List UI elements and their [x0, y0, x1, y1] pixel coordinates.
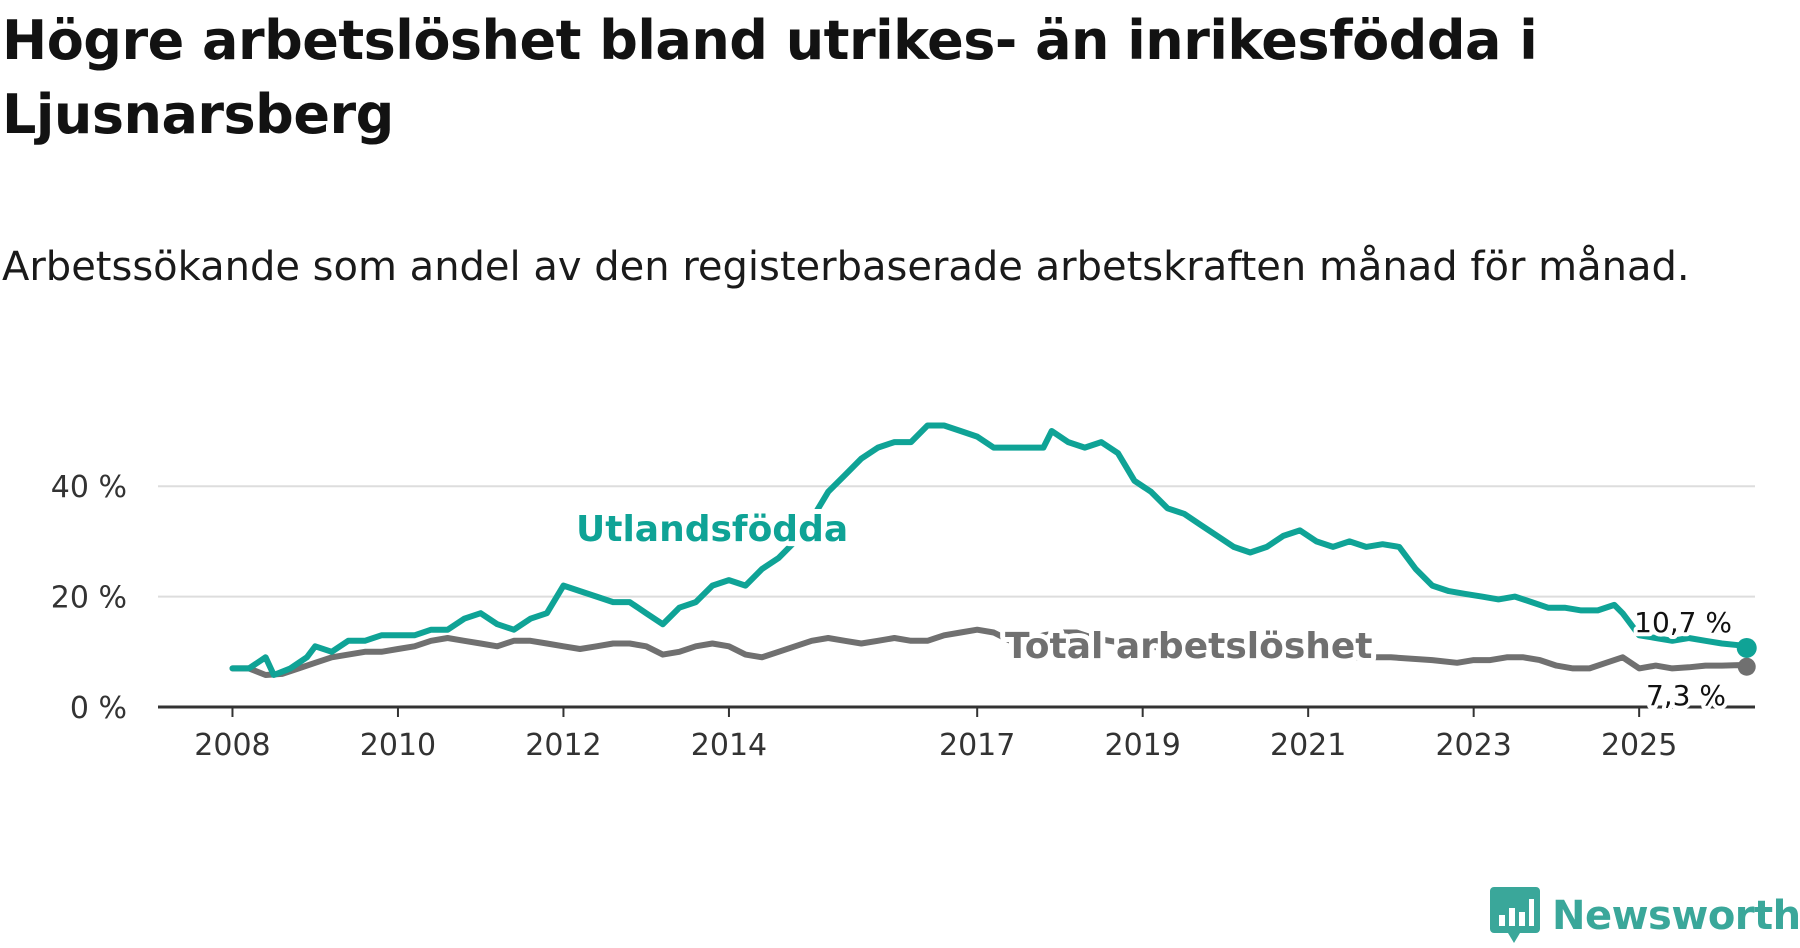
end-label-utlandsfodda: 10,7 % — [1634, 606, 1732, 639]
x-tick-label-2025: 2025 — [1601, 728, 1677, 763]
series-end-marker-0 — [1736, 637, 1757, 658]
x-tick-label-2021: 2021 — [1270, 728, 1346, 763]
series-end-marker-1 — [1737, 657, 1756, 676]
x-tick-label-2012: 2012 — [525, 728, 601, 763]
x-tick-label-2010: 2010 — [360, 728, 436, 763]
series-line-1 — [229, 626, 1750, 678]
y-tick-label-0: 0 % — [70, 691, 127, 726]
y-tick-label-40: 40 % — [51, 470, 127, 505]
x-tick-label-2017: 2017 — [939, 728, 1015, 763]
newsworthy-logo: Newsworthy — [1490, 886, 1800, 946]
y-axis-ticks: 0 % 20 % 40 % — [51, 470, 127, 726]
x-tick-label-2019: 2019 — [1104, 728, 1180, 763]
newsworthy-logo-icon — [1490, 887, 1540, 943]
x-axis-ticks: 2008 2010 2012 2014 2017 2019 2021 2023 2025 — [194, 707, 1677, 763]
series-label-total: Total arbetslöshet — [1005, 626, 1373, 667]
series-line-0 — [229, 422, 1750, 678]
end-label-utlandsfodda-halo: 10,7 % — [1634, 606, 1732, 639]
series-label-total-halo: Total arbetslöshet — [1005, 626, 1373, 667]
newsworthy-logo-text: Newsworthy — [1552, 893, 1800, 939]
x-tick-label-2014: 2014 — [691, 728, 767, 763]
chart-title: Högre arbetslöshet bland utrikes- än inr… — [2, 9, 1538, 146]
y-tick-label-20: 20 % — [51, 581, 127, 616]
x-tick-label-2023: 2023 — [1435, 728, 1511, 763]
chart-subtitle: Arbetssökande som andel av den registerb… — [2, 244, 1690, 290]
series-label-utlandsfodda: Utlandsfödda — [576, 509, 848, 550]
end-label-total: 7,3 % — [1646, 679, 1726, 712]
x-tick-label-2008: 2008 — [194, 728, 270, 763]
series-lines — [229, 422, 1757, 678]
end-label-total-halo: 7,3 % — [1646, 679, 1726, 712]
series-label-utlandsfodda-halo: Utlandsfödda — [576, 509, 848, 550]
